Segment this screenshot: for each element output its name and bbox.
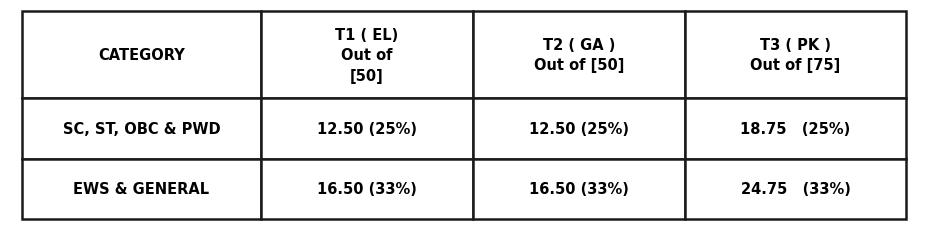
Bar [22,12,260,99]
Text: 16.50 (33%): 16.50 (33%) [528,182,629,196]
Text: T1 ( EL)
Out of
[50]: T1 ( EL) Out of [50] [335,28,398,83]
Bar [260,99,473,159]
Bar [473,12,684,99]
Text: EWS & GENERAL: EWS & GENERAL [73,182,210,196]
Text: CATEGORY: CATEGORY [98,48,184,63]
Bar [22,99,260,159]
Bar [473,99,684,159]
Text: T2 ( GA )
Out of [50]: T2 ( GA ) Out of [50] [533,38,624,73]
Bar [260,159,473,219]
Bar [260,12,473,99]
Bar [473,159,684,219]
Text: 16.50 (33%): 16.50 (33%) [316,182,416,196]
Text: 24.75   (33%): 24.75 (33%) [740,182,849,196]
Text: T3 ( PK )
Out of [75]: T3 ( PK ) Out of [75] [750,38,840,73]
Bar [684,12,905,99]
Text: 18.75   (25%): 18.75 (25%) [740,122,850,136]
Text: 12.50 (25%): 12.50 (25%) [528,122,629,136]
Text: 12.50 (25%): 12.50 (25%) [316,122,416,136]
Bar [22,159,260,219]
Text: SC, ST, OBC & PWD: SC, ST, OBC & PWD [62,122,220,136]
Bar [684,159,905,219]
Bar [684,99,905,159]
